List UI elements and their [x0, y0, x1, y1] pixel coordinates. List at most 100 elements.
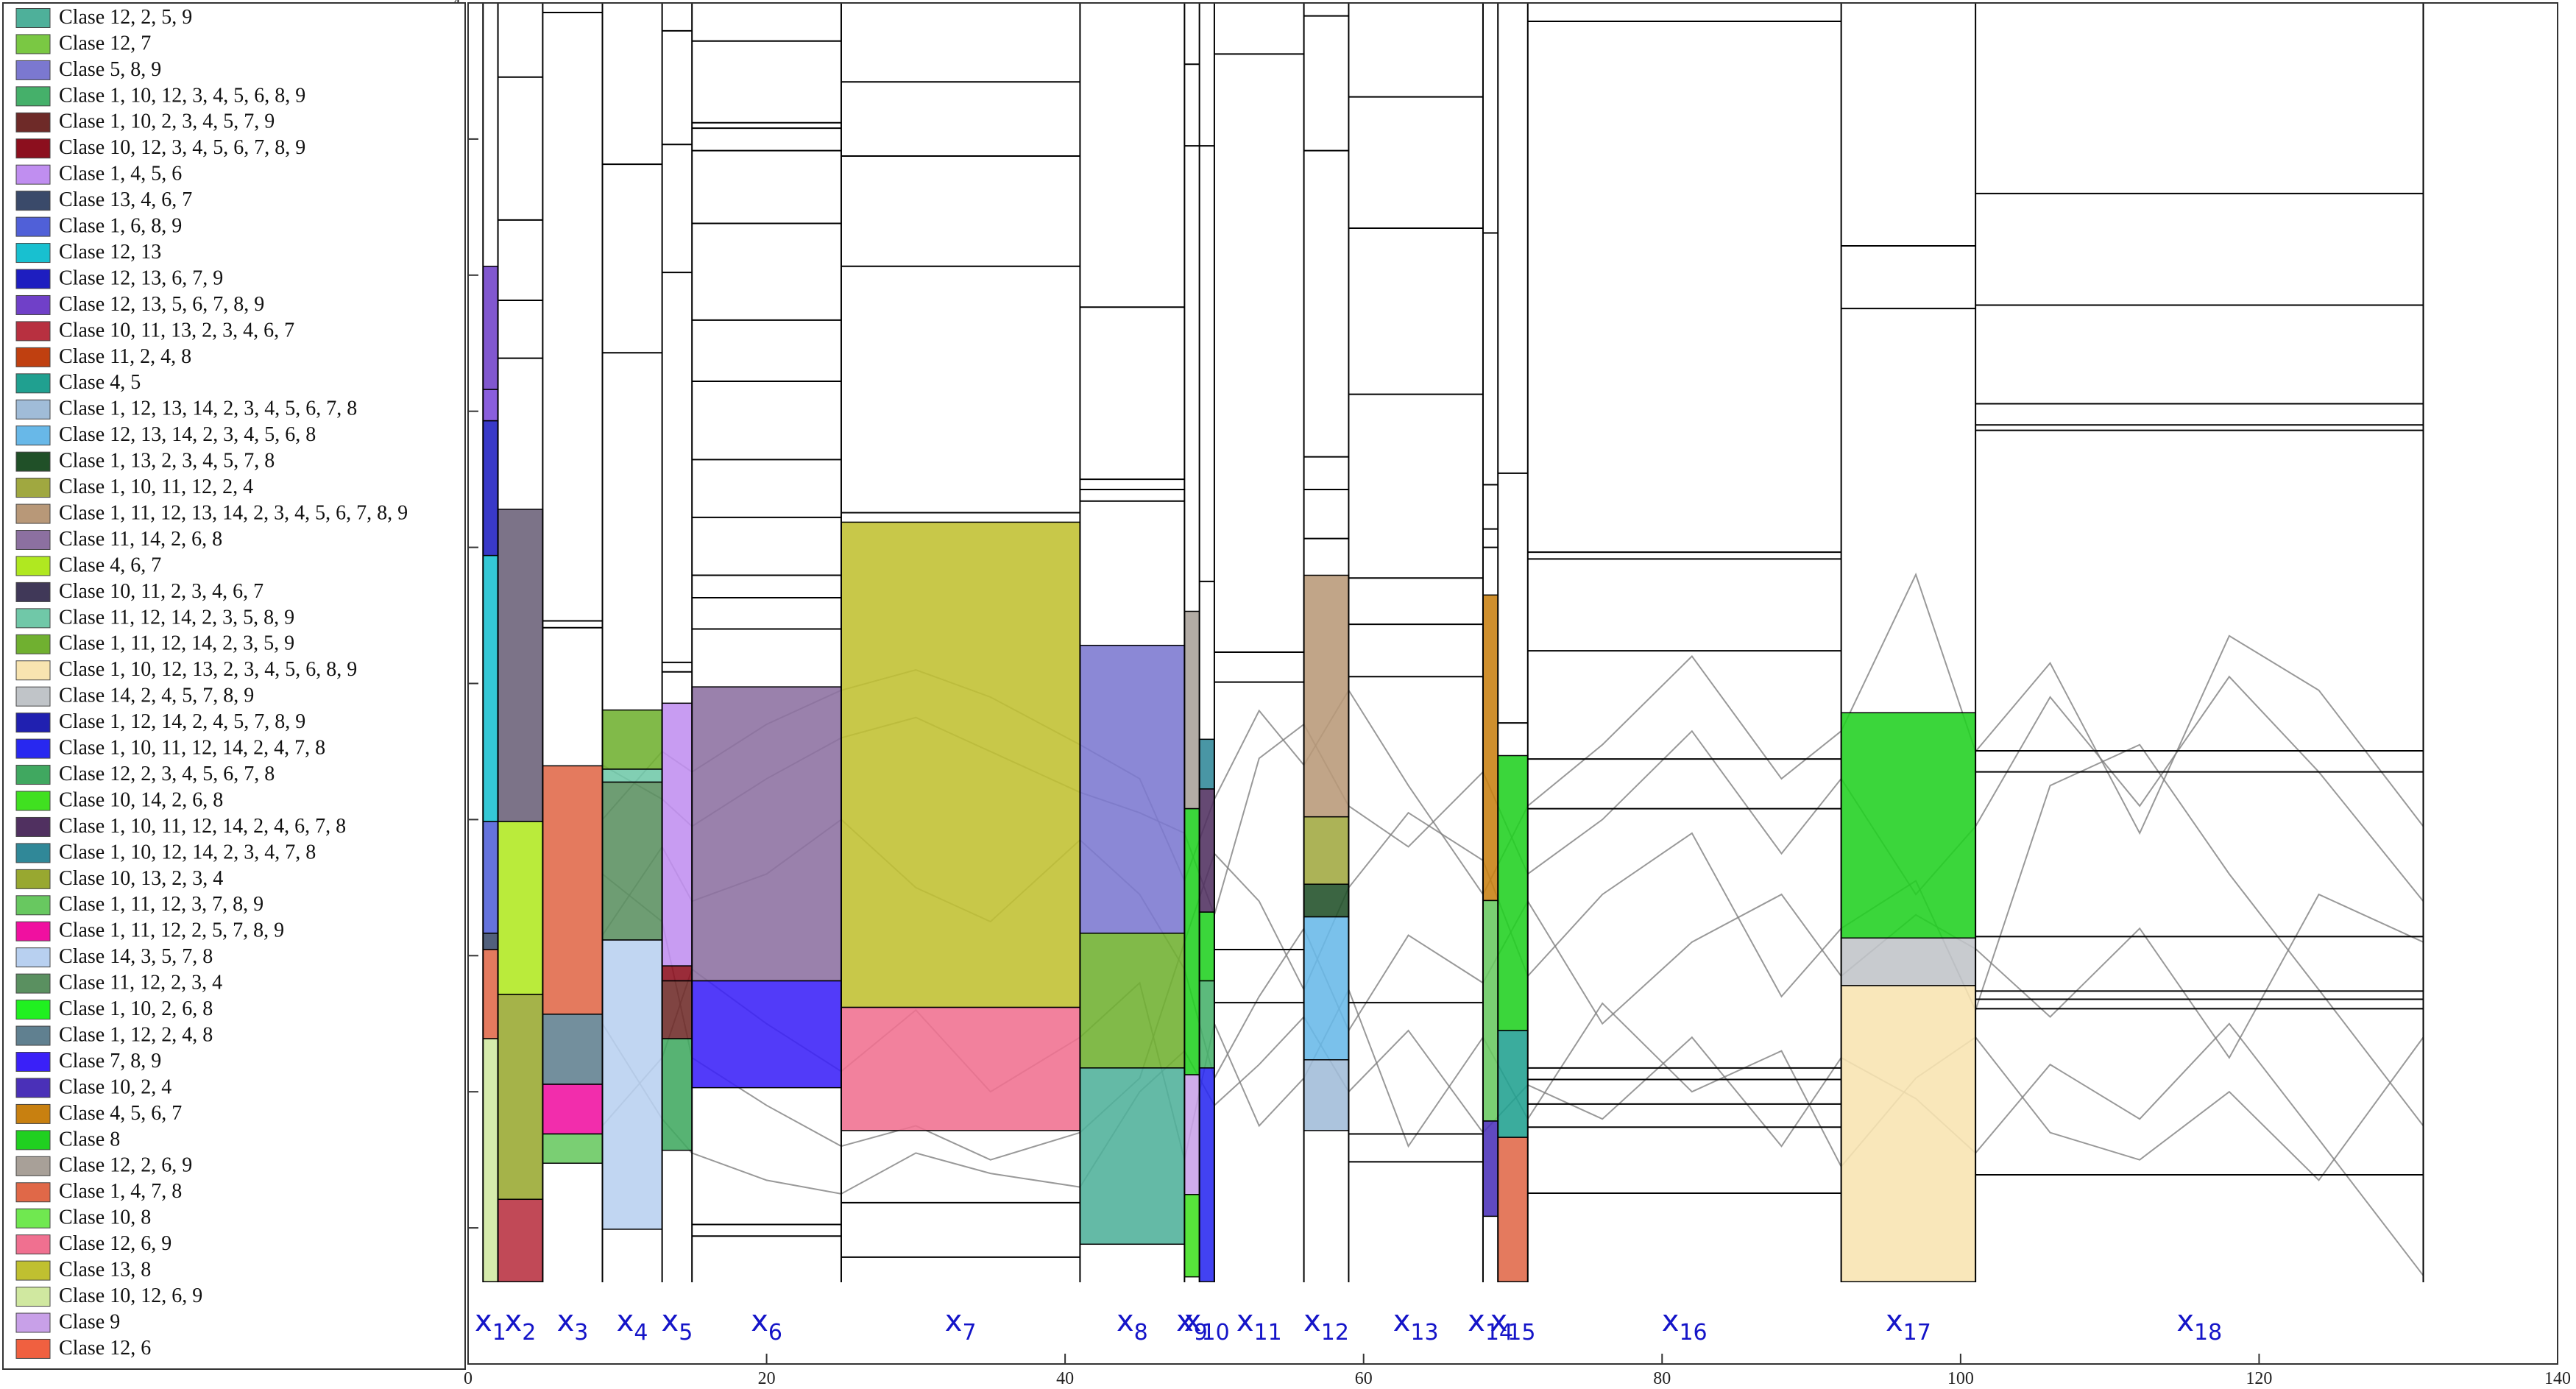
- legend-label: Clase 12, 2, 3, 4, 5, 6, 7, 8: [59, 763, 275, 785]
- class-interval: [482, 933, 499, 950]
- class-interval: [1079, 933, 1186, 1069]
- class-interval: [1497, 1030, 1529, 1138]
- variable-name: x: [1303, 1304, 1321, 1338]
- legend-label: Clase 13, 8: [59, 1259, 151, 1282]
- legend-label: Clase 1, 10, 12, 13, 2, 3, 4, 5, 6, 8, 9: [59, 658, 357, 681]
- class-interval: [1183, 1074, 1200, 1195]
- variable-index: 16: [1679, 1320, 1707, 1346]
- class-interval: [601, 939, 663, 1230]
- legend-label: Clase 1, 12, 13, 14, 2, 3, 4, 5, 6, 7, 8: [59, 397, 357, 420]
- x-tick-label: 0: [464, 1369, 473, 1388]
- legend-label: Clase 11, 2, 4, 8: [59, 345, 191, 368]
- class-interval: [1840, 985, 1976, 1282]
- legend-label: Clase 5, 8, 9: [59, 58, 161, 81]
- legend-label: Clase 1, 4, 5, 6: [59, 163, 182, 185]
- legend-swatch: [15, 164, 51, 185]
- class-interval: [1840, 712, 1976, 939]
- variable-label: x8: [1117, 1304, 1148, 1346]
- legend-label: Clase 1, 4, 7, 8: [59, 1180, 182, 1203]
- class-interval: [1198, 980, 1215, 1069]
- class-interval: [497, 821, 544, 995]
- class-interval: [601, 781, 663, 941]
- variable-label: x11: [1236, 1304, 1282, 1346]
- class-interval: [1303, 1058, 1350, 1131]
- legend-swatch: [15, 503, 51, 524]
- legend-label: Clase 12, 13, 5, 6, 7, 8, 9: [59, 293, 264, 316]
- class-interval: [1198, 738, 1215, 790]
- legend-swatch: [15, 1260, 51, 1281]
- class-interval: [1303, 816, 1350, 885]
- legend-swatch: [15, 347, 51, 367]
- variable-name: x: [1490, 1304, 1508, 1338]
- legend-swatch: [15, 895, 51, 916]
- class-interval: [542, 765, 604, 1015]
- trajectory: [601, 743, 2424, 1161]
- legend-swatch: [15, 451, 51, 472]
- class-interval: [1198, 1067, 1215, 1282]
- legend-label: Clase 14, 3, 5, 7, 8: [59, 945, 213, 968]
- legend-swatch: [15, 921, 51, 941]
- class-interval: [1482, 1120, 1498, 1217]
- variable-index: 15: [1507, 1320, 1535, 1346]
- legend-swatch: [15, 713, 51, 733]
- x-tick-label: 20: [758, 1369, 776, 1388]
- legend-swatch: [15, 34, 51, 54]
- legend-swatch: [15, 1025, 51, 1046]
- class-interval: [841, 521, 1081, 1008]
- class-interval: [1303, 916, 1350, 1061]
- class-interval: [497, 1198, 544, 1282]
- class-interval: [1183, 610, 1200, 810]
- class-interval: [482, 266, 499, 390]
- legend-swatch: [15, 191, 51, 211]
- legend-swatch: [15, 1156, 51, 1176]
- variable-index: 8: [1134, 1320, 1148, 1346]
- legend-swatch: [15, 1000, 51, 1020]
- legend-label: Clase 1, 10, 12, 3, 4, 5, 6, 8, 9: [59, 84, 305, 107]
- class-interval: [1198, 911, 1215, 982]
- legend-swatch: [15, 765, 51, 785]
- class-interval: [1183, 807, 1200, 1075]
- legend-swatch: [15, 947, 51, 968]
- variable-name: x: [505, 1304, 523, 1338]
- legend-label: Clase 11, 14, 2, 6, 8: [59, 528, 222, 551]
- variable-index: 14: [1485, 1320, 1513, 1346]
- variable-label: x9: [1176, 1304, 1208, 1346]
- legend-label: Clase 9: [59, 1310, 120, 1333]
- variable-name: x: [945, 1304, 963, 1338]
- legend-label: Clase 10, 13, 2, 3, 4: [59, 867, 223, 890]
- class-interval: [841, 1006, 1081, 1131]
- legend-swatch: [15, 530, 51, 550]
- legend-label: Clase 12, 6: [59, 1337, 151, 1360]
- legend-swatch: [15, 478, 51, 498]
- x-tick-label: 60: [1355, 1369, 1373, 1388]
- variable-label: x12: [1303, 1304, 1349, 1346]
- legend-swatch: [15, 373, 51, 394]
- legend-swatch: [15, 294, 51, 315]
- x-tick-label: 120: [2246, 1369, 2272, 1388]
- legend-label: Clase 10, 14, 2, 6, 8: [59, 788, 223, 811]
- class-interval: [482, 420, 499, 556]
- class-interval: [1497, 754, 1529, 1031]
- class-interval: [482, 821, 499, 934]
- legend-label: Clase 1, 10, 11, 12, 14, 2, 4, 6, 7, 8: [59, 815, 346, 838]
- class-interval: [661, 702, 693, 966]
- variable-index: 6: [768, 1320, 782, 1346]
- x-tick-label: 140: [2544, 1369, 2571, 1388]
- legend-swatch: [15, 60, 51, 80]
- class-interval: [1303, 883, 1350, 918]
- class-interval: [691, 980, 842, 1089]
- variable-name: x: [617, 1304, 634, 1338]
- class-interval: [1840, 937, 1976, 986]
- variable-index: 4: [634, 1320, 648, 1346]
- legend-box: [2, 2, 466, 1370]
- legend-label: Clase 4, 6, 7: [59, 554, 161, 576]
- legend-swatch: [15, 686, 51, 707]
- variable-name: x: [1176, 1304, 1194, 1338]
- class-interval: [1079, 1067, 1186, 1245]
- variable-label: x1: [475, 1304, 506, 1346]
- legend-swatch: [15, 112, 51, 132]
- legend-swatch: [15, 1130, 51, 1151]
- variable-name: x: [475, 1304, 492, 1338]
- legend-label: Clase 1, 11, 12, 13, 14, 2, 3, 4, 5, 6, …: [59, 501, 408, 524]
